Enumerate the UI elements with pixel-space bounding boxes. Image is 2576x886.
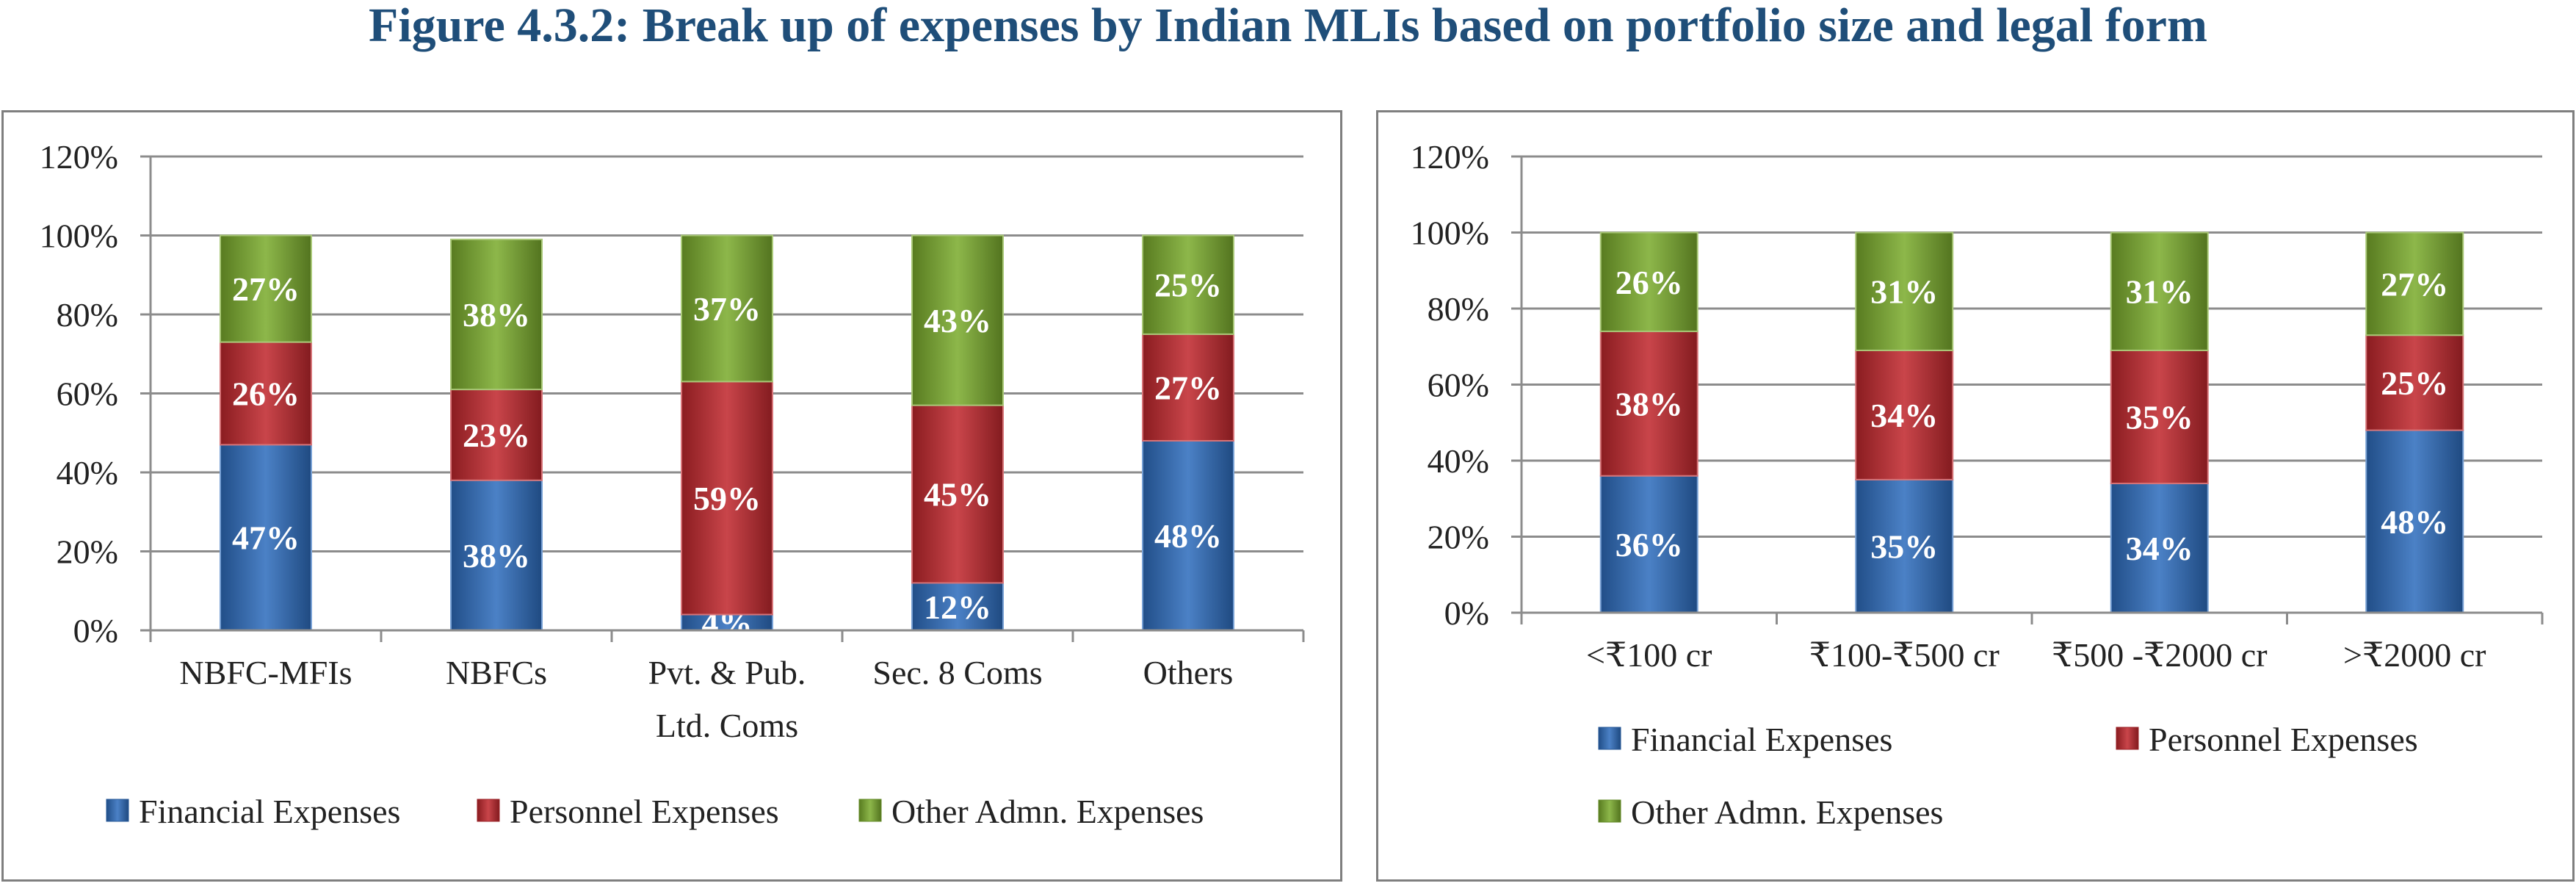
data-label: 59% xyxy=(693,480,761,517)
y-tick-label: 60% xyxy=(57,375,118,413)
data-label: 38% xyxy=(1616,385,1683,422)
y-tick-label: 120% xyxy=(40,138,118,176)
data-label: 26% xyxy=(1616,264,1683,301)
x-category-label: Others xyxy=(1143,654,1234,691)
data-label: 45% xyxy=(924,476,991,514)
y-tick-label: 20% xyxy=(57,533,118,571)
legend-label: Financial Expenses xyxy=(139,793,400,830)
bar-segment-other xyxy=(911,234,1004,406)
legend-swatch-financial xyxy=(1598,727,1621,750)
data-label: 27% xyxy=(2381,265,2448,303)
data-label: 27% xyxy=(232,270,300,308)
bar-segment-personnel xyxy=(1855,349,1954,480)
bar-segment-financial xyxy=(1855,478,1954,613)
stacked-bar-chart-portfolio-size: 0% 20% 40% 60% 80% 100% 120% 36% 38% 26% <₹100 cr 3… xyxy=(1411,138,2544,831)
bar-segment-financial xyxy=(1599,475,1698,614)
bar-segment-personnel xyxy=(1599,331,1698,477)
bar-segment-personnel xyxy=(2365,334,2464,431)
legend-swatch-financial xyxy=(106,799,129,822)
data-label: 25% xyxy=(1154,267,1222,304)
data-label: 35% xyxy=(1870,527,1938,565)
chart-panel-legal-form: 0% 20% 40% 60% 80% 100% 120% 47% 26% 27% NBFC-MFIs… xyxy=(1,110,1342,882)
y-tick-label: 0% xyxy=(1444,594,1489,632)
y-tick-label: 60% xyxy=(1428,367,1489,404)
y-tick-label: 40% xyxy=(1428,442,1489,480)
legend-swatch-personnel xyxy=(2116,727,2139,750)
data-label: 38% xyxy=(463,537,530,575)
x-category-label: Pvt. & Pub. xyxy=(648,654,806,691)
bar-segment-other xyxy=(1599,231,1698,333)
legend-label: Personnel Expenses xyxy=(510,793,779,830)
legend-item: Financial Expenses xyxy=(1598,721,1892,758)
bar-segment-other xyxy=(1855,231,1954,351)
legend-item: Personnel Expenses xyxy=(477,793,779,830)
y-tick-label: 40% xyxy=(57,454,118,491)
bar-segment-other xyxy=(220,234,312,343)
bar-segment-other xyxy=(2110,231,2209,351)
legend-item: Other Admn. Expenses xyxy=(1598,793,1943,831)
legend-swatch-personnel xyxy=(477,799,500,822)
bar-segment-other xyxy=(681,234,773,383)
data-label: 35% xyxy=(2126,398,2193,436)
data-label: 31% xyxy=(1870,273,1938,311)
data-label: 23% xyxy=(463,417,530,454)
y-tick-label: 120% xyxy=(1411,138,1489,176)
y-tick-label: 0% xyxy=(73,612,118,649)
y-tick-label: 100% xyxy=(1411,215,1489,252)
legend-label: Other Admn. Expenses xyxy=(1631,793,1943,831)
stacked-bar-chart-legal-form: 0% 20% 40% 60% 80% 100% 120% 47% 26% 27% NBFC-MFIs… xyxy=(40,138,1305,830)
x-category-label: Ltd. Coms xyxy=(656,707,798,744)
bar-segment-personnel xyxy=(681,381,773,616)
x-category-label: <₹100 cr xyxy=(1586,636,1712,674)
bar-segment-other xyxy=(450,238,543,391)
data-label: 38% xyxy=(463,296,530,334)
x-category-label: NBFCs xyxy=(446,654,547,691)
bar-segment-other xyxy=(2365,231,2464,336)
bar-segment-personnel xyxy=(911,404,1004,584)
legend-item: Personnel Expenses xyxy=(2116,721,2418,758)
data-label: 37% xyxy=(693,290,761,328)
x-category-label: Sec. 8 Coms xyxy=(872,654,1042,691)
x-category-label: ₹500 -₹2000 cr xyxy=(2052,636,2268,674)
data-label: 47% xyxy=(232,519,300,557)
data-label: 26% xyxy=(232,375,300,413)
legend-swatch-other xyxy=(858,799,882,822)
chart-panel-portfolio-size: 0% 20% 40% 60% 80% 100% 120% 36% 38% 26% <₹100 cr 3… xyxy=(1376,110,2575,882)
bar-segment-financial xyxy=(1142,440,1234,631)
x-category-label: ₹100-₹500 cr xyxy=(1809,636,2000,674)
data-label: 27% xyxy=(1154,369,1222,406)
data-label: 48% xyxy=(2381,503,2448,541)
data-label: 48% xyxy=(1154,517,1222,555)
legend-swatch-other xyxy=(1598,799,1621,823)
data-label: 31% xyxy=(2126,273,2193,311)
legend-label: Other Admn. Expenses xyxy=(891,793,1204,830)
data-label: 43% xyxy=(924,302,991,339)
bar-segment-other xyxy=(1142,234,1234,335)
bar-segment-personnel xyxy=(2110,349,2209,485)
bar-segment-personnel xyxy=(450,389,543,481)
legend-item: Other Admn. Expenses xyxy=(858,793,1204,830)
bar-segment-personnel xyxy=(1142,333,1234,442)
data-label: 12% xyxy=(924,588,991,626)
bar-segment-financial xyxy=(2365,429,2464,613)
y-tick-label: 80% xyxy=(1428,290,1489,328)
data-label: 34% xyxy=(1870,397,1938,434)
data-label: 36% xyxy=(1616,526,1683,563)
data-label: 34% xyxy=(2126,530,2193,567)
bar-segment-financial xyxy=(911,582,1004,631)
legend-label: Personnel Expenses xyxy=(2149,721,2418,758)
y-tick-label: 20% xyxy=(1428,519,1489,556)
bar-segment-personnel xyxy=(220,341,312,446)
y-tick-label: 80% xyxy=(57,296,118,334)
x-category-label: NBFC-MFIs xyxy=(179,654,352,691)
data-label: 25% xyxy=(2381,364,2448,402)
bar-segment-financial xyxy=(220,444,312,631)
y-tick-label: 100% xyxy=(40,217,118,255)
legend-label: Financial Expenses xyxy=(1631,721,1892,758)
chart-title: Figure 4.3.2: Break up of expenses by In… xyxy=(369,0,2207,52)
x-category-label: >₹2000 cr xyxy=(2343,636,2486,674)
legend-item: Financial Expenses xyxy=(106,793,400,830)
